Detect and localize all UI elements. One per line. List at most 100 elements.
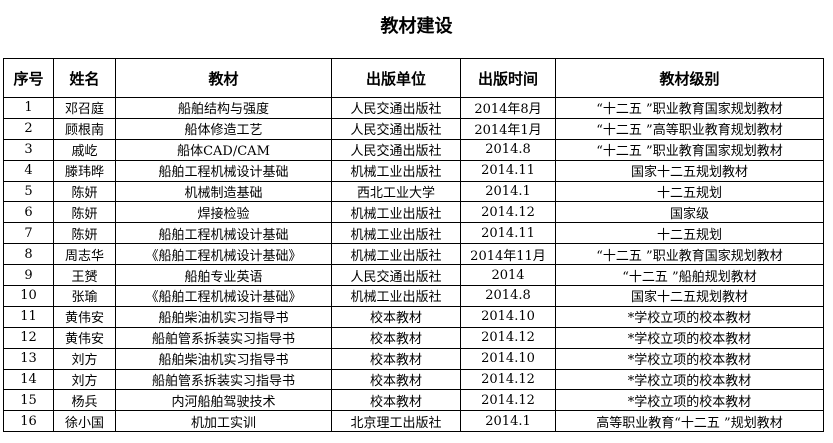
- cell-level: *学校立项的校本教材: [555, 305, 824, 328]
- cell-publisher: 校本教材: [331, 389, 461, 412]
- cell-textbook: 船舶结构与强度: [115, 97, 332, 119]
- table-row: 1 邓召庭 船舶结构与强度 人民交通出版社 2014年8月 “十二五 ”职业教育国家规划教…: [3, 97, 824, 119]
- cell-publisher: 机械工业出版社: [331, 285, 461, 307]
- cell-level: 国家十二五规划教材: [555, 159, 824, 182]
- table-row: 8 周志华 《船舶工程机械设计基础》 机械工业出版社 2014年11月 “十二五 ”职业教…: [3, 243, 824, 266]
- header-publish-date: 出版时间: [460, 58, 556, 98]
- cell-index: 16: [3, 410, 54, 433]
- cell-publisher: 机械工业出版社: [331, 201, 461, 224]
- cell-publisher: 校本教材: [331, 368, 461, 391]
- textbook-table: 序号 姓名 教材 出版单位 出版时间 教材级别 1 邓召庭 船舶结构与强度 人民交通出…: [3, 58, 824, 433]
- table-row: 6 陈妍 焊接检验 机械工业出版社 2014.12 国家级: [3, 201, 824, 224]
- cell-textbook: 船舶专业英语: [115, 264, 332, 287]
- page-title: 教材建设: [380, 16, 453, 37]
- cell-name: 徐小国: [53, 410, 116, 433]
- cell-level: *学校立项的校本教材: [555, 326, 824, 349]
- cell-textbook: 机加工实训: [115, 410, 332, 433]
- cell-name: 陈妍: [53, 222, 116, 245]
- table-row: 7 陈妍 船舶工程机械设计基础 机械工业出版社 2014.11 十二五规划: [3, 222, 824, 245]
- table-row: 14 刘方 船舶管系拆装实习指导书 校本教材 2014.12 *学校立项的校本教材: [3, 368, 824, 391]
- cell-index: 7: [3, 222, 54, 245]
- table-row: 12 黄伟安 船舶管系拆装实习指导书 校本教材 2014.12 *学校立项的校本教材: [3, 326, 824, 349]
- table-row: 11 黄伟安 船舶柴油机实习指导书 校本教材 2014.10 *学校立项的校本教材: [3, 305, 824, 328]
- cell-level: 十二五规划: [555, 222, 824, 245]
- cell-publish-date: 2014年8月: [460, 97, 556, 119]
- table-row: 16 徐小国 机加工实训 北京理工出版社 2014.1 高等职业教育“十二五 ”规划教材: [3, 410, 824, 433]
- cell-publisher: 校本教材: [331, 326, 461, 349]
- cell-publish-date: 2014.10: [460, 347, 556, 370]
- cell-publisher: 西北工业大学: [331, 180, 461, 203]
- cell-name: 陈妍: [53, 201, 116, 224]
- header-publisher: 出版单位: [331, 58, 461, 98]
- cell-level: “十二五 ”船舶规划教材: [555, 264, 824, 287]
- cell-publish-date: 2014.12: [460, 326, 556, 349]
- cell-publisher: 人民交通出版社: [331, 264, 461, 287]
- cell-publish-date: 2014.12: [460, 201, 556, 224]
- cell-publish-date: 2014年1月: [460, 117, 556, 140]
- cell-publisher: 人民交通出版社: [331, 138, 461, 161]
- cell-name: 张瑜: [53, 285, 116, 307]
- cell-name: 黄伟安: [53, 305, 116, 328]
- cell-name: 陈妍: [53, 180, 116, 203]
- cell-name: 顾根南: [53, 117, 116, 140]
- cell-name: 黄伟安: [53, 326, 116, 349]
- cell-index: 5: [3, 180, 54, 203]
- cell-publish-date: 2014年11月: [460, 243, 556, 266]
- cell-level: “十二五 ”高等职业教育规划教材: [555, 117, 824, 140]
- cell-level: 国家级: [555, 201, 824, 224]
- cell-level: 国家十二五规划教材: [555, 285, 824, 307]
- cell-name: 周志华: [53, 243, 116, 266]
- cell-publish-date: 2014.10: [460, 305, 556, 328]
- cell-publisher: 校本教材: [331, 305, 461, 328]
- cell-publish-date: 2014.11: [460, 159, 556, 182]
- table-row: 5 陈妍 机械制造基础 西北工业大学 2014.1 十二五规划: [3, 180, 824, 203]
- table-row: 13 刘方 船舶柴油机实习指导书 校本教材 2014.10 *学校立项的校本教材: [3, 347, 824, 370]
- cell-publish-date: 2014.8: [460, 285, 556, 307]
- cell-textbook: 船体CAD/CAM: [115, 138, 332, 161]
- cell-publish-date: 2014.8: [460, 138, 556, 161]
- cell-level: 十二五规划: [555, 180, 824, 203]
- cell-index: 11: [3, 305, 54, 328]
- cell-level: 高等职业教育“十二五 ”规划教材: [555, 410, 824, 433]
- cell-name: 戚屹: [53, 138, 116, 161]
- cell-index: 14: [3, 368, 54, 391]
- cell-level: “十二五 ”职业教育国家规划教材: [555, 243, 824, 266]
- cell-textbook: 内河船舶驾驶技术: [115, 389, 332, 412]
- cell-textbook: 船舶柴油机实习指导书: [115, 305, 332, 328]
- table-row: 4 滕玮晔 船舶工程机械设计基础 机械工业出版社 2014.11 国家十二五规划教材: [3, 159, 824, 182]
- table-row: 10 张瑜 《船舶工程机械设计基础》 机械工业出版社 2014.8 国家十二五规划教材: [3, 285, 824, 307]
- cell-level: *学校立项的校本教材: [555, 347, 824, 370]
- table-row: 9 王赟 船舶专业英语 人民交通出版社 2014 “十二五 ”船舶规划教材: [3, 264, 824, 287]
- cell-index: 2: [3, 117, 54, 140]
- cell-publish-date: 2014.1: [460, 410, 556, 433]
- table-row: 15 杨兵 内河船舶驾驶技术 校本教材 2014.12 *学校立项的校本教材: [3, 389, 824, 412]
- cell-publish-date: 2014.1: [460, 180, 556, 203]
- cell-publish-date: 2014.11: [460, 222, 556, 245]
- cell-textbook: 船舶工程机械设计基础: [115, 159, 332, 182]
- cell-index: 3: [3, 138, 54, 161]
- cell-publisher: 机械工业出版社: [331, 159, 461, 182]
- cell-name: 刘方: [53, 368, 116, 391]
- cell-index: 1: [3, 97, 54, 119]
- cell-publisher: 校本教材: [331, 347, 461, 370]
- cell-publish-date: 2014: [460, 264, 556, 287]
- header-level: 教材级别: [555, 58, 824, 98]
- cell-publish-date: 2014.12: [460, 389, 556, 412]
- header-textbook: 教材: [115, 58, 332, 98]
- cell-index: 4: [3, 159, 54, 182]
- cell-name: 王赟: [53, 264, 116, 287]
- cell-index: 9: [3, 264, 54, 287]
- cell-index: 13: [3, 347, 54, 370]
- table-row: 2 顾根南 船体修造工艺 人民交通出版社 2014年1月 “十二五 ”高等职业教育规划教材: [3, 117, 824, 140]
- cell-textbook: 船舶工程机械设计基础: [115, 222, 332, 245]
- cell-textbook: 机械制造基础: [115, 180, 332, 203]
- cell-index: 15: [3, 389, 54, 412]
- table-row: 3 戚屹 船体CAD/CAM 人民交通出版社 2014.8 “十二五 ”职业教育国家规划教…: [3, 138, 824, 161]
- header-index: 序号: [3, 58, 54, 98]
- cell-textbook: 船舶管系拆装实习指导书: [115, 326, 332, 349]
- cell-level: *学校立项的校本教材: [555, 368, 824, 391]
- cell-index: 6: [3, 201, 54, 224]
- cell-textbook: 船体修造工艺: [115, 117, 332, 140]
- cell-textbook: 船舶管系拆装实习指导书: [115, 368, 332, 391]
- cell-textbook: 《船舶工程机械设计基础》: [115, 285, 332, 307]
